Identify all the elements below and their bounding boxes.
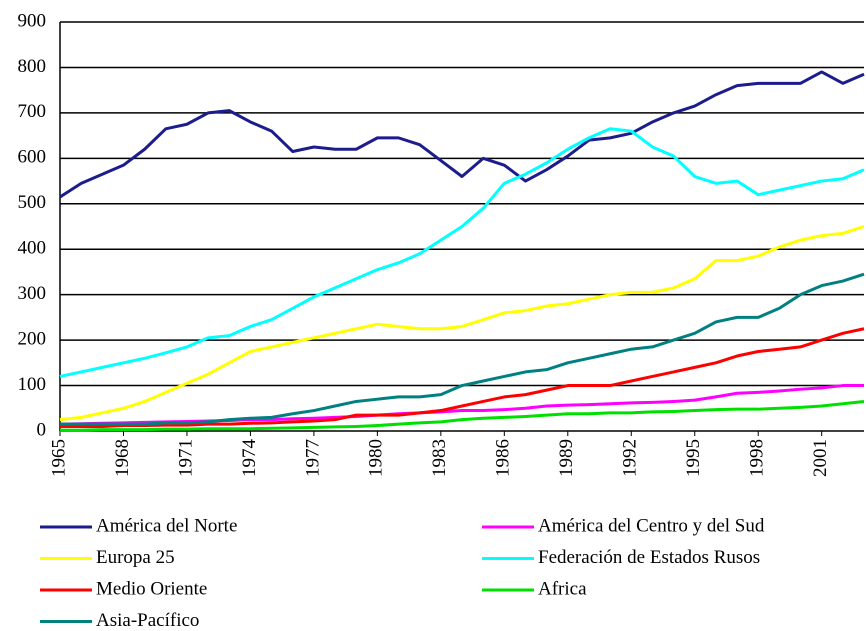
x-tick-label: 1992: [620, 439, 641, 477]
y-tick-label: 400: [18, 238, 47, 259]
y-tick-label: 300: [18, 283, 47, 304]
x-tick-label: 1965: [48, 439, 69, 477]
legend-label: Asia-Pacífico: [96, 610, 199, 631]
series-line: [59, 127, 865, 378]
y-tick-label: 700: [18, 101, 47, 122]
x-tick-label: 1977: [302, 439, 323, 477]
series-line: [59, 70, 865, 199]
x-tick-label: 1968: [112, 439, 133, 477]
y-tick-label: 0: [37, 419, 47, 440]
x-tick-label: 1980: [366, 439, 387, 477]
series-line: [59, 225, 865, 422]
series-line: [60, 327, 865, 428]
legend-label: América del Norte: [96, 515, 237, 536]
y-tick-label: 900: [18, 10, 47, 31]
legend-label: Africa: [538, 578, 587, 599]
x-tick-label: 1989: [556, 439, 577, 477]
x-tick-label: 1974: [239, 439, 260, 478]
series-line: [60, 399, 865, 432]
legend-label: Medio Oriente: [96, 578, 207, 599]
y-tick-label: 500: [18, 192, 47, 213]
legend-label: Europa 25: [96, 547, 175, 568]
x-tick-label: 1983: [429, 439, 450, 477]
y-tick-label: 100: [18, 374, 47, 395]
legend-label: Federación de Estados Rusos: [538, 547, 760, 568]
series-line: [60, 272, 865, 426]
x-tick-label: 1995: [683, 439, 704, 477]
y-tick-label: 800: [18, 56, 47, 77]
x-tick-label: 1986: [493, 439, 514, 477]
y-tick-label: 200: [18, 328, 47, 349]
x-tick-label: 2001: [810, 439, 831, 477]
x-tick-label: 1971: [175, 439, 196, 477]
x-tick-label: 1998: [747, 439, 768, 477]
y-tick-label: 600: [18, 147, 47, 168]
legend-label: América del Centro y del Sud: [538, 515, 765, 536]
